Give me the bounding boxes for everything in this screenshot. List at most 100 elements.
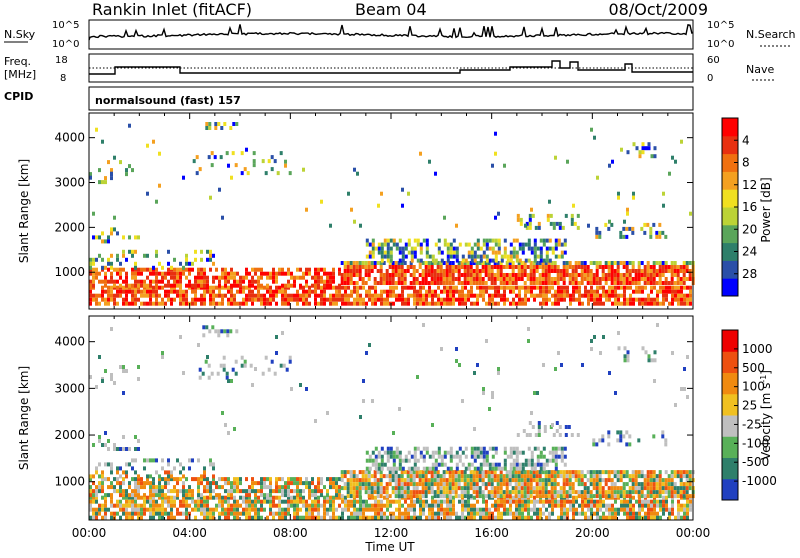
heatmap-cell — [401, 458, 405, 463]
heatmap-cell — [149, 297, 152, 302]
heatmap-cell — [317, 485, 320, 490]
heatmap-cell — [523, 281, 527, 285]
heatmap-cell — [371, 297, 374, 302]
heatmap-cell — [494, 515, 497, 520]
heatmap-cell — [101, 257, 104, 262]
heatmap-cell — [273, 159, 277, 164]
heatmap-cell — [194, 293, 197, 298]
heatmap-cell — [583, 494, 587, 499]
heatmap-cell — [659, 503, 662, 508]
heatmap-cell — [352, 482, 356, 487]
heatmap-cell — [679, 470, 683, 475]
heatmap-cell — [454, 490, 458, 495]
heatmap-cell — [469, 273, 473, 277]
heatmap-cell — [197, 458, 200, 463]
heatmap-cell — [652, 434, 656, 439]
heatmap-cell — [683, 503, 686, 508]
heatmap-cell — [562, 261, 566, 265]
heatmap-cell — [437, 285, 440, 290]
heatmap-cell — [194, 499, 197, 504]
heatmap-cell — [311, 515, 314, 520]
heatmap-cell — [473, 450, 477, 455]
heatmap-cell — [499, 490, 503, 495]
heatmap-cell — [356, 499, 359, 504]
heatmap-cell — [610, 261, 614, 265]
heatmap-cell — [565, 265, 569, 269]
heatmap-cell — [628, 486, 632, 491]
heatmap-cell — [463, 261, 467, 265]
heatmap-cell — [611, 285, 614, 290]
heatmap-cell — [628, 281, 632, 285]
heatmap-cell — [433, 277, 437, 281]
heatmap-cell — [362, 285, 365, 290]
heatmap-cell — [206, 507, 209, 512]
cpid-text: normalsound (fast) 157 — [95, 94, 241, 107]
heatmap-cell — [530, 466, 534, 471]
heatmap-cell — [467, 515, 470, 520]
heatmap-cell — [580, 470, 584, 475]
heatmap-cell — [293, 515, 296, 520]
heatmap-cell — [281, 511, 284, 516]
heatmap-cell — [182, 511, 185, 516]
heatmap-cell — [367, 265, 371, 269]
heatmap-cell — [233, 485, 236, 490]
heatmap-cell — [251, 489, 254, 494]
heatmap-cell — [194, 301, 197, 306]
heatmap-cell — [458, 242, 462, 247]
heatmap-cell — [395, 454, 399, 459]
heatmap-cell — [500, 503, 503, 508]
heatmap-cell — [656, 293, 659, 298]
heatmap-cell — [530, 250, 534, 255]
heatmap-cell — [299, 489, 302, 494]
heatmap-cell — [638, 297, 641, 302]
heatmap-cell — [425, 254, 429, 259]
heatmap-cell — [422, 454, 426, 459]
heatmap-cell — [592, 482, 596, 487]
heatmap-cell — [550, 470, 554, 475]
x-tick-label: 00:00 — [72, 526, 107, 540]
heatmap-cell — [644, 511, 647, 516]
heatmap-cell — [476, 242, 480, 247]
heatmap-cell — [412, 482, 416, 487]
heatmap-cell — [203, 511, 206, 516]
heatmap-cell — [567, 425, 571, 429]
heatmap-cell — [536, 246, 540, 251]
heatmap-cell — [560, 446, 564, 451]
heatmap-cell — [493, 486, 497, 491]
heatmap-cell — [125, 172, 128, 177]
heatmap-cell — [518, 301, 521, 306]
heatmap-cell — [215, 481, 218, 486]
heatmap-cell — [659, 499, 662, 504]
colorbar-swatch — [722, 436, 738, 458]
heatmap-cell — [448, 470, 452, 475]
heatmap-cell — [143, 253, 146, 258]
heatmap-cell — [131, 275, 134, 280]
heatmap-cell — [394, 269, 398, 273]
heatmap-cell — [149, 495, 152, 500]
heatmap-cell — [203, 477, 206, 482]
heatmap-cell — [440, 454, 444, 459]
heatmap-cell — [164, 477, 167, 482]
heatmap-cell — [683, 293, 686, 298]
heatmap-cell — [125, 489, 128, 494]
heatmap-cell — [239, 283, 242, 288]
heatmap-cell — [320, 503, 323, 508]
heatmap-cell — [203, 279, 206, 284]
heatmap-cell — [110, 377, 113, 381]
heatmap-cell — [122, 435, 125, 439]
heatmap-cell — [463, 474, 467, 479]
heatmap-cell — [503, 297, 506, 302]
heatmap-cell — [379, 277, 383, 281]
heatmap-cell — [544, 470, 548, 475]
heatmap-cell — [182, 495, 185, 500]
heatmap-cell — [592, 494, 596, 499]
heatmap-cell — [451, 265, 455, 269]
heatmap-cell — [98, 293, 101, 298]
heatmap-cell — [638, 499, 641, 504]
heatmap-cell — [650, 507, 653, 512]
heatmap-cell — [116, 285, 119, 290]
heatmap-cell — [368, 289, 371, 294]
heatmap-cell — [110, 293, 113, 298]
heatmap-cell — [179, 297, 182, 302]
heatmap-cell — [586, 494, 590, 499]
